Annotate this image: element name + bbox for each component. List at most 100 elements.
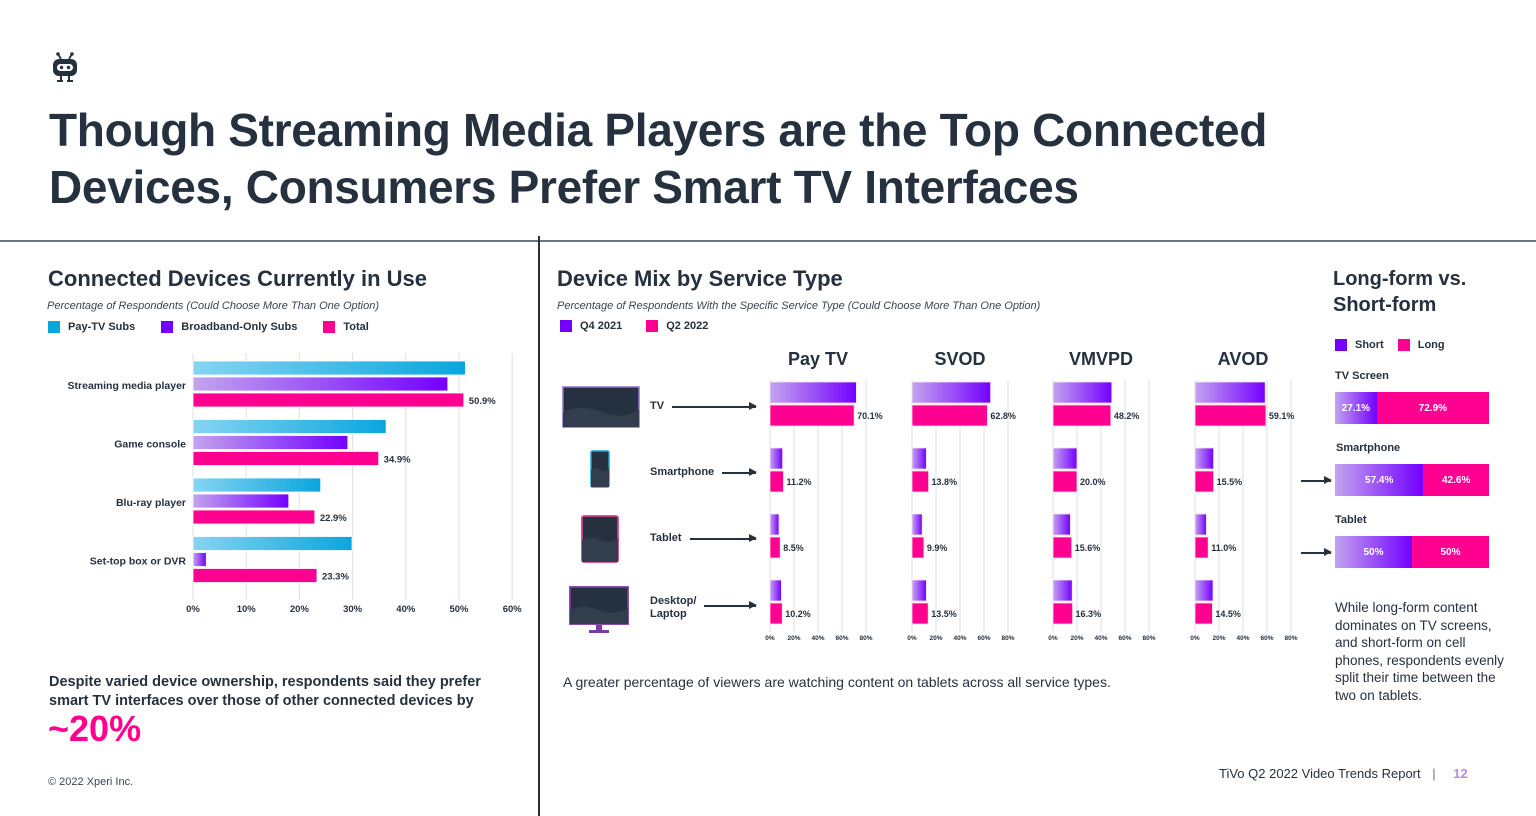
- bar-broadband-only-subs: [192, 552, 207, 567]
- long-short-heading: Long-form vs. Short-form: [1333, 266, 1466, 318]
- legend-label: Long: [1417, 339, 1445, 351]
- bar-q2-2022: [911, 470, 929, 493]
- data-label: 9.9%: [927, 543, 948, 553]
- x-tick-label: 0%: [907, 635, 917, 642]
- long-segment: 42.6%: [1423, 464, 1489, 496]
- legend-total: Total: [323, 321, 369, 333]
- bar-q2-2022: [1052, 536, 1073, 559]
- tivo-robot-icon: [53, 52, 77, 82]
- bar-q4-2021: [1052, 513, 1071, 536]
- legend-label: Broadband-Only Subs: [181, 321, 298, 333]
- copyright: © 2022 Xperi Inc.: [48, 776, 134, 788]
- device-mix-chart: Pay TV 0% 20% 40% 60% 80% 70.1% 11.2% 8.5% 10.2% S…: [765, 349, 1297, 642]
- stacked-bar-tv-screen: 27.1% 72.9%: [1335, 392, 1489, 424]
- data-label: 13.5%: [931, 609, 957, 619]
- legend-q2-2022: Q2 2022: [646, 320, 708, 332]
- arrow-icon: [1301, 549, 1332, 555]
- bar-q2-2022: [769, 470, 784, 493]
- bar-q2-2022: [911, 602, 929, 625]
- arrow-icon: [704, 602, 757, 608]
- x-tick-label: 60%: [977, 635, 990, 642]
- device-mix-legend: Q4 2021 Q2 2022: [560, 320, 728, 332]
- x-tick-label: 40%: [953, 635, 966, 642]
- device-mix-subheading: Percentage of Respondents With the Speci…: [557, 300, 1041, 312]
- x-tick-label: 80%: [859, 635, 872, 642]
- data-label: 70.1%: [857, 411, 883, 421]
- desktop-monitor-icon: [569, 586, 629, 633]
- page-title: Though Streaming Media Players are the T…: [49, 102, 1449, 216]
- x-tick-label: 60%: [835, 635, 848, 642]
- x-tick-label: 0%: [1048, 635, 1058, 642]
- bar-q2-2022: [769, 602, 783, 625]
- legend-broadband: Broadband-Only Subs: [161, 321, 297, 333]
- device-label-tv: TV: [650, 400, 665, 412]
- legend-label: Q2 2022: [666, 320, 709, 332]
- legend-swatch: [560, 320, 572, 332]
- row-label-tablet: Tablet: [1335, 514, 1367, 526]
- data-label: 13.8%: [932, 477, 958, 487]
- panel-title: SVOD: [934, 349, 985, 369]
- x-tick-label: 40%: [396, 604, 416, 615]
- column-divider: [538, 236, 540, 816]
- x-tick-label: 40%: [1094, 635, 1107, 642]
- bar-q4-2021: [769, 381, 857, 404]
- tv-icon: [562, 386, 640, 428]
- bar-total: [192, 509, 316, 525]
- bar-q4-2021: [769, 579, 782, 602]
- x-tick-label: 80%: [1142, 635, 1155, 642]
- stacked-bar-tablet: 50% 50%: [1335, 536, 1489, 568]
- arrow-icon: [722, 469, 757, 475]
- data-label: 15.6%: [1075, 543, 1101, 553]
- legend-short: Short: [1335, 339, 1384, 351]
- bar-total: [192, 568, 318, 583]
- data-label: 48.2%: [1114, 411, 1140, 421]
- legend-q4-2021: Q4 2021: [560, 320, 622, 332]
- bar-q2-2022: [1052, 404, 1112, 427]
- x-tick-label: 60%: [1260, 635, 1273, 642]
- bar-q2-2022: [769, 404, 855, 427]
- bar-q2-2022: [1052, 602, 1073, 625]
- panel-title: Pay TV: [788, 349, 848, 369]
- device-label-desktop-line-2: Laptop: [650, 608, 687, 620]
- bar-q2-2022: [1194, 470, 1215, 493]
- bar-q2-2022: [1194, 536, 1209, 559]
- bar-q4-2021: [769, 513, 780, 536]
- data-label: 23.3%: [322, 572, 349, 583]
- report-name: TiVo Q2 2022 Video Trends Report: [1219, 766, 1421, 781]
- data-label: 16.3%: [1076, 609, 1102, 619]
- data-label: 15.5%: [1217, 477, 1243, 487]
- panel-title: VMVPD: [1069, 349, 1133, 369]
- arrow-icon: [690, 535, 757, 541]
- x-tick-label: 20%: [787, 635, 800, 642]
- title-line-1: Though Streaming Media Players are the T…: [49, 104, 1268, 156]
- legend-swatch: [48, 321, 60, 333]
- short-segment: 50%: [1335, 536, 1412, 568]
- arrow-icon: [1301, 477, 1332, 483]
- legend-swatch: [1335, 339, 1347, 351]
- data-label: 50.9%: [469, 396, 496, 407]
- long-short-heading-line-1: Long-form vs.: [1333, 268, 1467, 290]
- bar-q2-2022: [769, 536, 781, 559]
- preference-note-line-2: smart TV interfaces over those of other …: [49, 693, 474, 709]
- bar-total: [192, 451, 380, 466]
- data-label: 20.0%: [1080, 477, 1106, 487]
- long-short-legend: Short Long: [1335, 339, 1465, 351]
- preference-note-line-1: Despite varied device ownership, respond…: [49, 674, 481, 690]
- bar-pay-tv-subs: [192, 360, 466, 376]
- data-label: 10.2%: [785, 609, 811, 619]
- header-divider: [0, 240, 1536, 242]
- arrow-icon: [672, 403, 757, 409]
- legend-swatch: [1397, 339, 1410, 351]
- report-footer: TiVo Q2 2022 Video Trends Report | 12: [1219, 766, 1468, 781]
- title-line-2: Devices, Consumers Prefer Smart TV Inter…: [49, 161, 1079, 213]
- data-label: 62.8%: [990, 411, 1016, 421]
- data-label: 8.5%: [783, 543, 804, 553]
- x-tick-label: 40%: [1236, 635, 1249, 642]
- category-label: Streaming media player: [68, 380, 186, 392]
- bar-q4-2021: [911, 513, 923, 536]
- connected-devices-legend: Pay-TV Subs Broadband-Only Subs Total: [48, 321, 389, 333]
- category-label: Set-top box or DVR: [90, 556, 187, 568]
- panel-title: AVOD: [1218, 349, 1269, 369]
- footer-separator: |: [1432, 766, 1436, 781]
- connected-devices-chart: 0% 10% 20% 30% 40% 50% 60% Streaming media play…: [68, 353, 522, 615]
